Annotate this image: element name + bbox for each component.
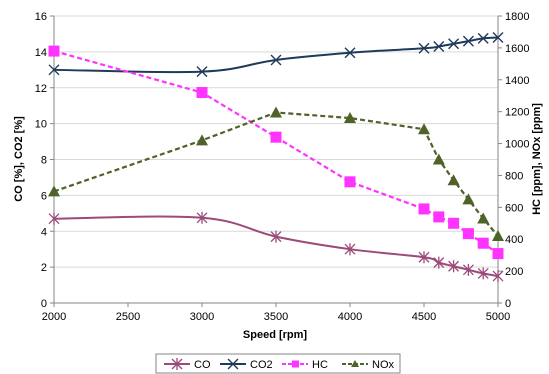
data-point-co2 (477, 32, 489, 44)
data-point-nox (477, 212, 490, 224)
legend-marker-nox (351, 360, 359, 367)
data-point-co2 (492, 32, 504, 44)
x-tick-label: 3000 (190, 311, 214, 323)
legend-item-nox: NOx (342, 359, 395, 371)
y-left-tick-label: 16 (35, 11, 47, 23)
legend-label-co2: CO2 (250, 359, 273, 371)
series-co2 (48, 32, 504, 78)
data-point-nox (196, 134, 208, 146)
data-point-co (477, 267, 489, 280)
y-left-tick-label: 14 (35, 47, 47, 59)
series-co (48, 211, 504, 283)
y-right-tick-label: 1800 (505, 11, 529, 23)
y-right-tick-label: 1200 (505, 107, 529, 119)
data-point-hc (462, 228, 474, 240)
x-tick-label: 2500 (116, 311, 140, 323)
data-point-co2 (270, 54, 282, 66)
y-right-tick-label: 0 (505, 298, 511, 310)
legend-items: CO CO2 HC NOx (164, 358, 395, 371)
data-point-co2 (462, 35, 474, 47)
data-point-hc (418, 203, 430, 215)
legend-label-hc: HC (312, 359, 328, 371)
data-point-co (448, 260, 460, 273)
y-axis-right-title: HC [ppm], NOx [ppm] (531, 103, 543, 215)
data-point-co2 (418, 42, 430, 54)
y-right-tick-label: 200 (505, 266, 523, 278)
data-point-hc (477, 237, 489, 249)
data-point-co (462, 263, 474, 276)
x-axis-title: Speed [rpm] (243, 329, 308, 341)
y-left-tick-label: 4 (41, 226, 47, 238)
y-left-tick-label: 6 (41, 190, 47, 202)
data-point-co (196, 211, 208, 224)
legend-item-hc: HC (282, 359, 328, 371)
series-line-co2 (53, 36, 499, 74)
legend-item-co: CO (164, 358, 211, 371)
x-tick-label: 4500 (412, 311, 436, 323)
axes-layer: 0 2 4 6 8 10 12 14 16 0 200 400 600 800 1000 1200 1400 16… (35, 11, 530, 323)
legend: CO CO2 HC NOx (155, 353, 401, 374)
series-hc (48, 45, 504, 260)
series-layer (48, 32, 504, 283)
data-point-co (492, 270, 504, 283)
y-left-tick-label: 12 (35, 83, 47, 95)
y-right-tick-label: 600 (505, 202, 523, 214)
y-right-tick-label: 1600 (505, 43, 529, 55)
x-tick-label: 3500 (264, 311, 288, 323)
x-tick-label: 2000 (42, 311, 66, 323)
data-point-co (270, 230, 282, 243)
y-right-tick-label: 400 (505, 234, 523, 246)
data-point-nox (492, 230, 504, 242)
series-line-hc (53, 50, 499, 255)
legend-marker-co (171, 358, 183, 370)
data-point-nox (462, 193, 475, 205)
x-tick-label: 5000 (486, 311, 510, 323)
data-point-hc (433, 211, 445, 223)
data-point-nox (418, 123, 430, 135)
grid-layer (54, 15, 498, 268)
y-right-tick-label: 800 (505, 170, 523, 182)
data-point-co (433, 256, 445, 269)
data-point-co2 (433, 40, 445, 52)
y-left-tick-label: 0 (41, 298, 47, 310)
data-point-nox (432, 153, 445, 165)
y-left-tick-label: 8 (41, 155, 47, 167)
legend-label-nox: NOx (372, 359, 395, 371)
data-point-co2 (48, 64, 60, 76)
data-point-hc (492, 248, 504, 260)
legend-frame (155, 353, 401, 374)
data-point-nox (344, 112, 356, 124)
x-tick-label: 4000 (338, 311, 362, 323)
data-point-co2 (344, 47, 356, 59)
data-point-co (418, 251, 430, 264)
series-line-nox (53, 111, 499, 237)
data-point-hc (344, 176, 356, 188)
data-point-hc (270, 131, 282, 143)
y-axis-left-title: CO [%], CO2 [%] (13, 116, 25, 202)
legend-label-co: CO (194, 359, 211, 371)
legend-item-co2: CO2 (220, 358, 273, 371)
data-point-co (48, 212, 60, 225)
data-point-co2 (448, 38, 460, 50)
y-right-tick-label: 1400 (505, 75, 529, 87)
series-nox (48, 106, 504, 242)
data-point-co (344, 243, 356, 256)
data-point-nox (447, 174, 460, 186)
data-point-nox (270, 106, 282, 118)
data-point-hc (196, 87, 208, 99)
legend-marker-hc (292, 360, 299, 368)
data-point-hc (48, 45, 60, 57)
y-left-tick-label: 2 (41, 262, 47, 274)
y-right-tick-label: 1000 (505, 139, 529, 151)
data-point-co2 (196, 66, 208, 78)
y-left-tick-label: 10 (35, 119, 47, 131)
data-point-hc (448, 217, 460, 229)
data-point-nox (48, 185, 60, 197)
legend-marker-co2 (227, 358, 239, 370)
